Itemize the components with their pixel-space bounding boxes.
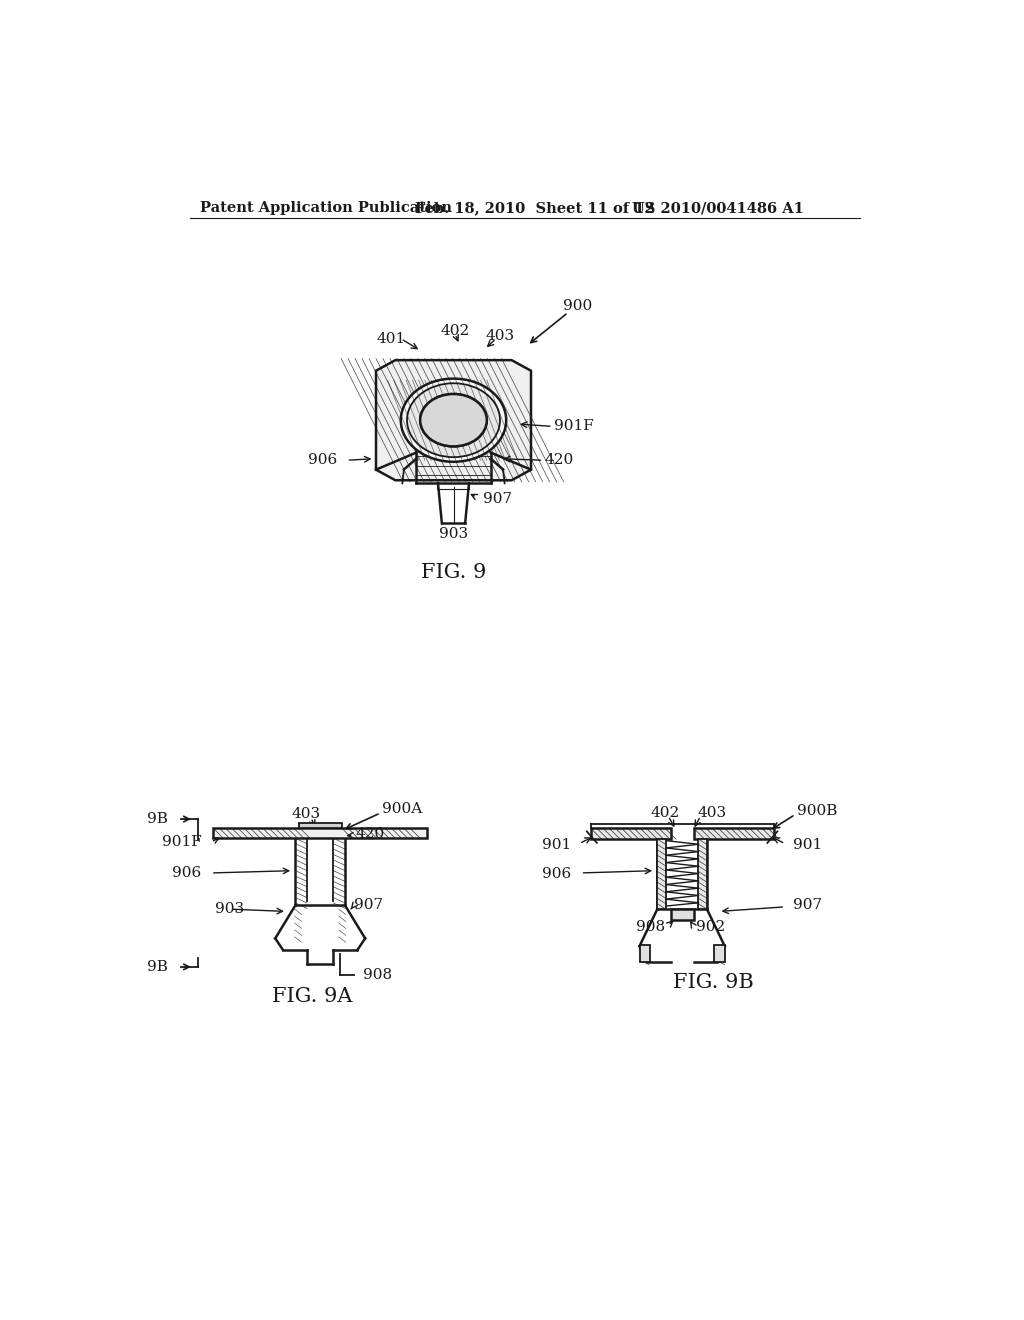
Text: 402: 402 — [440, 323, 470, 338]
Bar — [714, 945, 725, 961]
Text: 901: 901 — [793, 838, 822, 853]
Text: 907: 907 — [354, 899, 383, 912]
Text: 401: 401 — [377, 331, 407, 346]
Text: 907: 907 — [483, 492, 512, 506]
Text: 907: 907 — [793, 899, 822, 912]
Text: 903: 903 — [439, 527, 468, 541]
Text: 906: 906 — [172, 866, 202, 880]
Text: 900B: 900B — [797, 804, 838, 818]
Text: 403: 403 — [485, 329, 515, 342]
Text: 900A: 900A — [382, 803, 423, 816]
Text: Feb. 18, 2010  Sheet 11 of 12: Feb. 18, 2010 Sheet 11 of 12 — [415, 202, 654, 215]
Bar — [671, 909, 693, 920]
Text: 403: 403 — [697, 807, 727, 820]
Ellipse shape — [420, 395, 486, 446]
Text: 403: 403 — [292, 808, 321, 821]
Text: 901: 901 — [542, 838, 571, 853]
Text: 903: 903 — [215, 902, 244, 916]
Text: 908: 908 — [362, 968, 392, 982]
Bar — [698, 840, 707, 909]
Text: 9B: 9B — [147, 960, 168, 974]
Polygon shape — [376, 360, 531, 480]
Ellipse shape — [400, 379, 506, 462]
Ellipse shape — [407, 383, 500, 457]
Text: 402: 402 — [650, 807, 680, 820]
Text: 9B: 9B — [147, 812, 168, 826]
Text: FIG. 9B: FIG. 9B — [673, 973, 754, 991]
Text: 906: 906 — [308, 453, 337, 467]
Bar — [693, 829, 773, 840]
Text: 908: 908 — [636, 920, 665, 933]
Bar — [213, 829, 427, 838]
Ellipse shape — [420, 395, 486, 446]
Text: 420: 420 — [545, 453, 574, 467]
Text: 901F: 901F — [554, 420, 594, 433]
Text: Patent Application Publication: Patent Application Publication — [200, 202, 452, 215]
Text: 901F: 901F — [162, 836, 202, 849]
Bar — [657, 840, 666, 909]
Text: FIG. 9: FIG. 9 — [421, 564, 486, 582]
Text: 902: 902 — [696, 920, 725, 933]
Text: FIG. 9A: FIG. 9A — [272, 986, 352, 1006]
Bar — [299, 822, 342, 829]
Text: 900: 900 — [563, 300, 592, 313]
Bar — [591, 829, 671, 840]
Text: 420: 420 — [355, 826, 384, 841]
Text: US 2010/0041486 A1: US 2010/0041486 A1 — [632, 202, 804, 215]
Text: 906: 906 — [542, 867, 571, 882]
Bar — [640, 945, 650, 961]
